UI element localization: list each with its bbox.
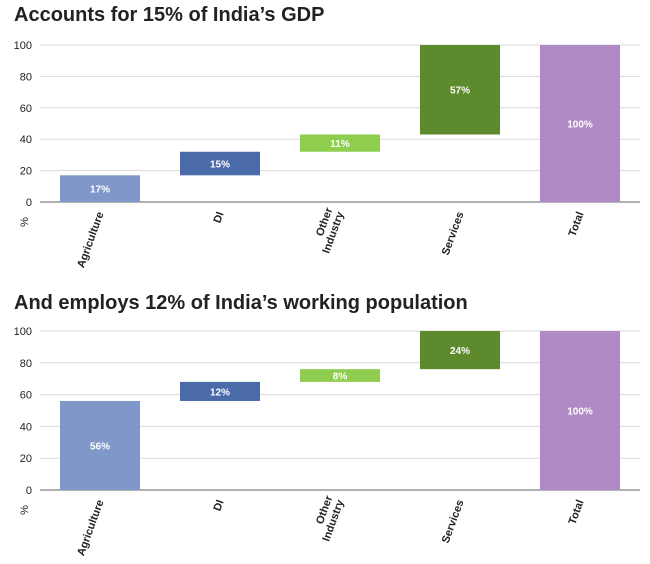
x-tick-label: Agriculture [75, 210, 106, 269]
x-tick-label-line: DI [212, 210, 227, 224]
x-tick-label-line: Services [440, 210, 467, 257]
gdp-waterfall-chart: 0 20 40 60 80 100% 17% Agriculture 15% DI 11% Other… [14, 40, 640, 270]
x-tick-label-line: Agriculture [75, 210, 106, 269]
y-tick-label: 20 [20, 453, 32, 465]
bar [540, 45, 620, 202]
x-tick-label-line: Agriculture [75, 498, 106, 557]
bar [180, 151, 260, 176]
y-tick-label: 80 [20, 71, 32, 83]
data-label: 24% [450, 346, 470, 357]
data-label: 100% [567, 407, 593, 418]
x-tick-label: Agriculture [75, 498, 106, 557]
data-label: 56% [90, 441, 110, 452]
x-tick-label-line: DI [212, 498, 227, 512]
y-tick-label: 80 [20, 358, 32, 370]
y-tick-label: 20 [20, 166, 32, 178]
y-axis-unit-label: % [19, 217, 31, 227]
employment-waterfall-chart: 0 20 40 60 80 100% 56% Agriculture 12% DI 8% OtherI… [14, 326, 640, 558]
gdp-chart-panel: Accounts for 15% of India’s GDP 0 20 40 60 8… [14, 4, 640, 270]
y-tick-label: 100 [14, 40, 32, 52]
bar [300, 369, 380, 382]
data-label: 100% [567, 120, 593, 131]
y-tick-label: 100 [14, 326, 32, 338]
data-label: 11% [330, 139, 350, 150]
y-tick-label: 0 [26, 197, 32, 209]
x-tick-label: Services [440, 498, 467, 545]
x-tick-label: Total [567, 498, 587, 526]
y-tick-label: 60 [20, 103, 32, 115]
chart-title: Accounts for 15% of India’s GDP [14, 4, 325, 26]
x-tick-label-line: Total [567, 210, 587, 238]
bar [60, 400, 140, 490]
data-label: 17% [90, 185, 110, 196]
data-label: 12% [210, 387, 230, 398]
bar [300, 134, 380, 152]
employment-chart-panel: And employs 12% of India’s working popul… [0, 288, 650, 564]
x-tick-label: DI [212, 498, 227, 512]
bar [540, 331, 620, 490]
data-label: 8% [333, 372, 348, 383]
bar [180, 381, 260, 401]
y-tick-label: 40 [20, 134, 32, 146]
y-tick-label: 60 [20, 390, 32, 402]
y-axis-unit-label: % [19, 505, 31, 515]
x-tick-label: Total [567, 210, 587, 238]
bar [60, 175, 140, 202]
x-tick-label: Services [440, 210, 467, 257]
bar [420, 331, 500, 370]
x-tick-label-line: Services [440, 498, 467, 545]
bar [420, 45, 500, 135]
chart-title: And employs 12% of India’s working popul… [14, 292, 468, 314]
data-label: 15% [210, 160, 230, 171]
y-tick-label: 40 [20, 421, 32, 433]
data-label: 57% [450, 86, 470, 97]
x-tick-label: DI [212, 210, 227, 224]
y-tick-label: 0 [26, 485, 32, 497]
x-tick-label-line: Total [567, 498, 587, 526]
